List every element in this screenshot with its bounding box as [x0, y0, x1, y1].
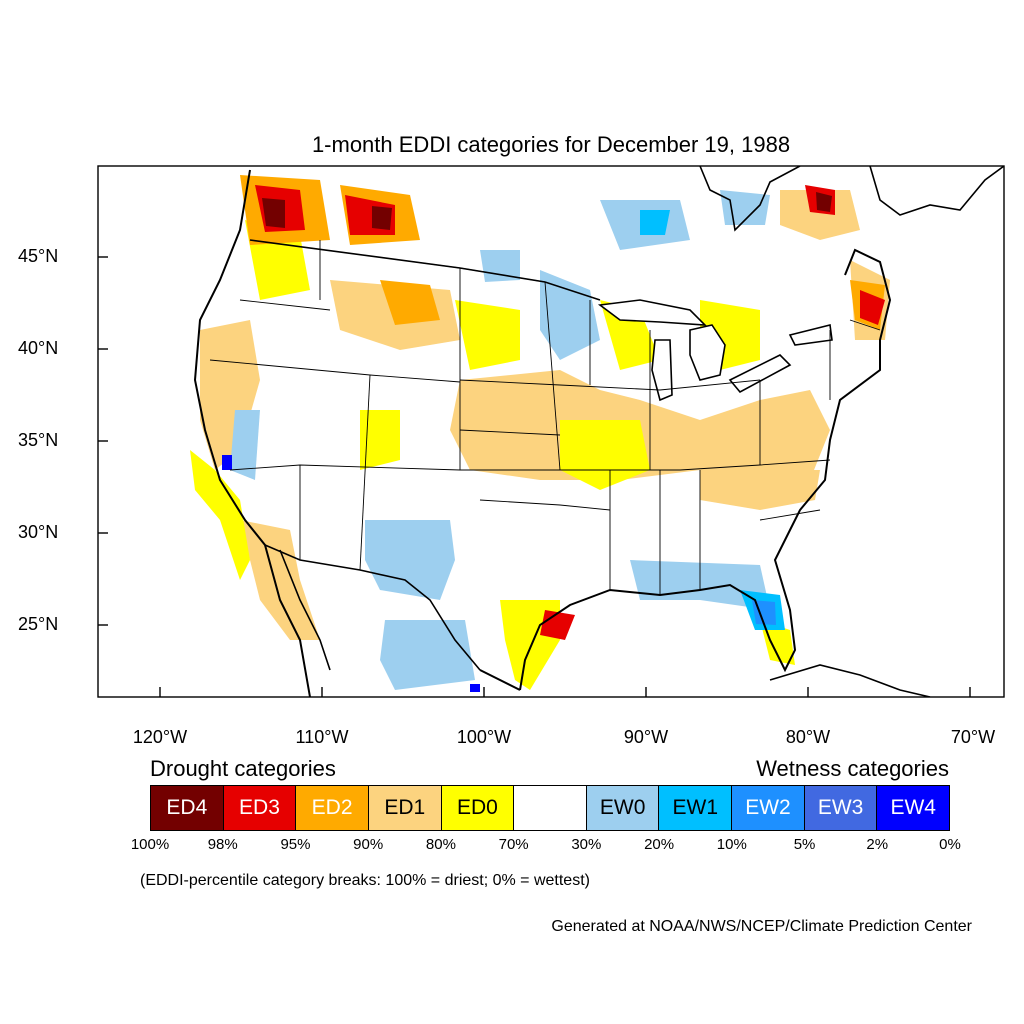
break-label: 95%: [280, 836, 311, 853]
lon-label-100w: 100°W: [456, 727, 512, 747]
atlantic-canada-coast: [869, 166, 1004, 216]
ew4-areas: [222, 455, 480, 692]
lat-label-40: 40°N: [18, 338, 59, 358]
legend-box-ew1: EW1: [659, 786, 733, 830]
axis-ticks: [98, 256, 971, 697]
break-label: 80%: [425, 836, 456, 853]
map-title: 1-month EDDI categories for December 19,…: [311, 132, 791, 157]
ed4-areas: [262, 192, 832, 230]
canada-border: [249, 239, 601, 301]
lat-label-30: 30°N: [18, 522, 59, 542]
baja-coast: [279, 549, 331, 671]
legend-box-ew4: EW4: [877, 786, 950, 830]
us-coastline: [193, 169, 311, 697]
legend-box-normal: [514, 786, 587, 830]
lon-label-110w: 110°W: [295, 727, 349, 747]
mexico-border: [264, 544, 481, 671]
break-label: 70%: [498, 836, 529, 853]
break-label: 30%: [571, 836, 602, 853]
wetness-heading: Wetness categories: [756, 756, 949, 781]
great-lakes: [597, 299, 833, 402]
break-label: 100%: [130, 836, 170, 853]
legend-box-ed4: ED4: [151, 786, 224, 830]
drought-heading: Drought categories: [150, 756, 336, 781]
legend-box-ed2: ED2: [296, 786, 369, 830]
legend-box-ed1: ED1: [368, 786, 442, 830]
lon-label-80w: 80°W: [785, 727, 831, 747]
canada-coast: [699, 166, 801, 232]
break-label: 98%: [207, 836, 238, 853]
legend-box-ew2: EW2: [732, 786, 805, 830]
legend-box-ew0: EW0: [586, 786, 660, 830]
lon-label-90w: 90°W: [623, 727, 669, 747]
break-label: 90%: [353, 836, 384, 853]
break-label: 10%: [716, 836, 747, 853]
break-label: 20%: [644, 836, 675, 853]
map-frame: [97, 165, 1005, 698]
cuba-coast: [769, 664, 931, 697]
credit-line: Generated at NOAA/NWS/NCEP/Climate Predi…: [551, 918, 972, 935]
lat-label-25: 25°N: [18, 614, 59, 634]
break-label: 2%: [866, 836, 889, 853]
legend-box-ed3: ED3: [223, 786, 297, 830]
lon-label-70w: 70°W: [950, 727, 996, 747]
break-label: 5%: [793, 836, 816, 853]
category-note: (EDDI-percentile category breaks: 100% =…: [140, 872, 590, 889]
category-legend: ED4 ED3 ED2 ED1 ED0 EW0 EW1 EW2 EW3 EW4: [150, 785, 950, 831]
lon-label-120w: 120°W: [132, 727, 188, 747]
lat-label-45: 45°N: [18, 246, 59, 266]
break-label: 0%: [939, 836, 961, 853]
lat-label-35: 35°N: [18, 430, 59, 450]
legend-box-ed0: ED0: [441, 786, 515, 830]
legend-box-ew3: EW3: [804, 786, 878, 830]
